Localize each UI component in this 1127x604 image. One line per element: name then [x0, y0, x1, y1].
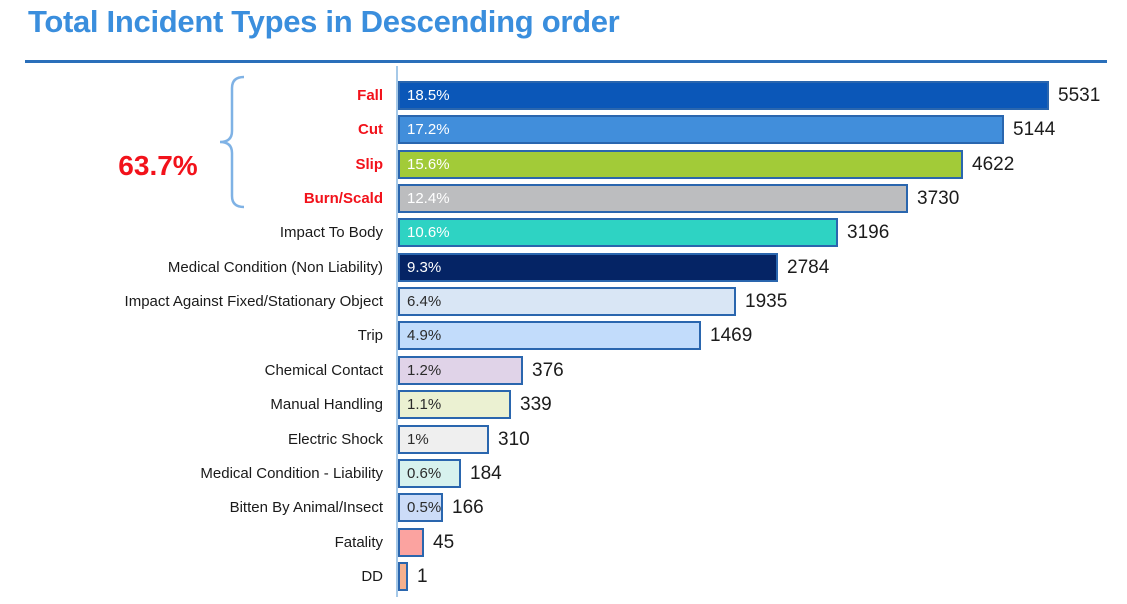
category-label: DD — [361, 568, 383, 585]
bar-percent-label: 15.6% — [407, 156, 450, 173]
bar-percent-label: 4.9% — [407, 327, 442, 344]
category-label: Slip — [355, 156, 383, 173]
bar-value-label: 5144 — [1013, 119, 1056, 140]
category-label: Fatality — [334, 534, 383, 551]
bar: 1.1% — [398, 390, 511, 419]
bar: 10.6% — [398, 218, 838, 247]
bar-value-label: 166 — [452, 497, 484, 518]
bar: 0.5% — [398, 493, 443, 522]
bar: 18.5% — [398, 81, 1049, 110]
bar-percent-label: 1.1% — [407, 396, 442, 413]
bar-value-label: 339 — [520, 394, 552, 415]
category-label: Burn/Scald — [303, 190, 383, 207]
bar-value-label: 1935 — [745, 291, 788, 312]
category-label: Electric Shock — [287, 431, 383, 448]
bar-percent-label: 6.4% — [407, 293, 442, 310]
bar-value-label: 1469 — [710, 325, 753, 346]
category-label: Manual Handling — [270, 396, 383, 413]
bar: 0.6% — [398, 459, 461, 488]
bar — [398, 528, 424, 557]
title-divider — [25, 60, 1107, 63]
category-label: Impact To Body — [279, 224, 383, 241]
bar-value-label: 310 — [498, 429, 530, 450]
bar-value-label: 5531 — [1058, 85, 1101, 106]
bar-value-label: 376 — [532, 360, 564, 381]
bar: 1% — [398, 425, 489, 454]
category-label: Chemical Contact — [264, 362, 383, 379]
bar-value-label: 2784 — [787, 257, 830, 278]
category-label: Impact Against Fixed/Stationary Object — [124, 293, 383, 310]
bar-percent-label: 9.3% — [407, 259, 442, 276]
bar-value-label: 4622 — [972, 154, 1015, 175]
category-label: Cut — [358, 121, 383, 138]
page-title: Total Incident Types in Descending order — [28, 4, 620, 39]
group-brace-icon — [219, 75, 245, 209]
bar-percent-label: 1% — [407, 431, 429, 448]
bar-percent-label: 12.4% — [407, 190, 450, 207]
brace-path — [219, 75, 245, 209]
bar-value-label: 3730 — [917, 188, 960, 209]
bar-percent-label: 0.6% — [407, 465, 442, 482]
category-label: Bitten By Animal/Insect — [229, 499, 383, 516]
category-label: Trip — [357, 327, 383, 344]
value-axis-baseline — [396, 66, 398, 597]
bar: 6.4% — [398, 287, 736, 316]
bar-percent-label: 18.5% — [407, 87, 450, 104]
bar-percent-label: 10.6% — [407, 224, 450, 241]
bar — [398, 562, 408, 591]
bar: 12.4% — [398, 184, 908, 213]
bar-percent-label: 1.2% — [407, 362, 442, 379]
category-label: Medical Condition - Liability — [200, 465, 383, 482]
bar: 17.2% — [398, 115, 1004, 144]
bar-percent-label: 0.5% — [407, 499, 442, 516]
bar-value-label: 45 — [433, 532, 455, 553]
bar-percent-label: 17.2% — [407, 121, 450, 138]
category-label: Fall — [357, 87, 383, 104]
bar: 4.9% — [398, 321, 701, 350]
bar: 9.3% — [398, 253, 778, 282]
bar-value-label: 184 — [470, 463, 502, 484]
category-label: Medical Condition (Non Liability) — [167, 259, 383, 276]
bar: 15.6% — [398, 150, 963, 179]
group-percent-label: 63.7% — [118, 150, 198, 181]
bar-value-label: 3196 — [847, 222, 890, 243]
bar-value-label: 1 — [417, 566, 428, 587]
bar: 1.2% — [398, 356, 523, 385]
